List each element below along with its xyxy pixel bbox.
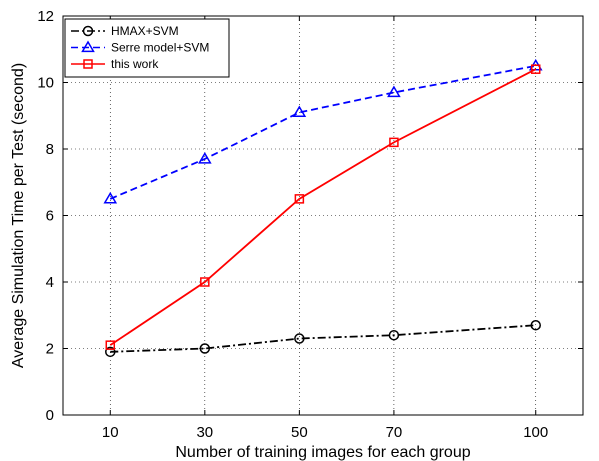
x-tick-label: 10 bbox=[102, 424, 119, 441]
y-tick-label: 4 bbox=[46, 274, 54, 291]
data-point bbox=[200, 277, 210, 287]
legend-item: this work bbox=[71, 57, 159, 71]
series-layer bbox=[103, 58, 543, 358]
legend-label: HMAX+SVM bbox=[111, 24, 179, 38]
y-axis-label: Average Simulation Time per Test (second… bbox=[10, 63, 27, 368]
legend-item: Serre model+SVM bbox=[71, 41, 209, 55]
series-hmax-svm bbox=[105, 319, 541, 358]
legend: HMAX+SVM Serre model+SVM this work bbox=[64, 18, 230, 78]
data-point bbox=[387, 85, 401, 98]
data-point bbox=[294, 333, 305, 344]
legend-marker bbox=[81, 40, 95, 53]
data-point bbox=[103, 191, 118, 204]
data-point bbox=[388, 329, 400, 341]
y-tick-label: 2 bbox=[46, 341, 54, 358]
x-tick-label: 70 bbox=[386, 424, 403, 441]
y-tick-label: 12 bbox=[37, 8, 54, 25]
data-point bbox=[530, 319, 541, 331]
data-point bbox=[292, 105, 307, 118]
data-point bbox=[105, 346, 116, 358]
data-point bbox=[198, 151, 212, 164]
series-line bbox=[109, 68, 537, 346]
data-point bbox=[294, 194, 305, 204]
y-tick-label: 8 bbox=[46, 141, 54, 158]
legend-marker bbox=[82, 25, 94, 37]
legend-label: this work bbox=[111, 57, 159, 71]
data-point bbox=[389, 137, 399, 148]
tick-labels: 10 30 50 70 100 0 2 4 6 8 10 12 bbox=[37, 8, 548, 441]
data-point bbox=[199, 343, 211, 354]
x-tick-label: 100 bbox=[523, 424, 548, 441]
legend-marker bbox=[83, 59, 93, 69]
y-tick-label: 6 bbox=[46, 208, 54, 225]
data-point bbox=[530, 64, 541, 74]
data-point bbox=[105, 340, 116, 350]
series-line bbox=[109, 64, 536, 200]
series-line bbox=[110, 324, 536, 353]
legend-item: HMAX+SVM bbox=[71, 24, 179, 38]
series-serre-model-svm bbox=[103, 58, 543, 204]
axis-ticks bbox=[63, 15, 583, 416]
x-tick-label: 50 bbox=[291, 424, 308, 441]
y-tick-label: 0 bbox=[46, 407, 54, 424]
x-axis-label: Number of training images for each group bbox=[175, 444, 470, 461]
x-tick-label: 30 bbox=[196, 424, 213, 441]
y-tick-label: 10 bbox=[37, 75, 54, 92]
series-this-work bbox=[105, 64, 541, 350]
legend-label: Serre model+SVM bbox=[111, 41, 209, 55]
